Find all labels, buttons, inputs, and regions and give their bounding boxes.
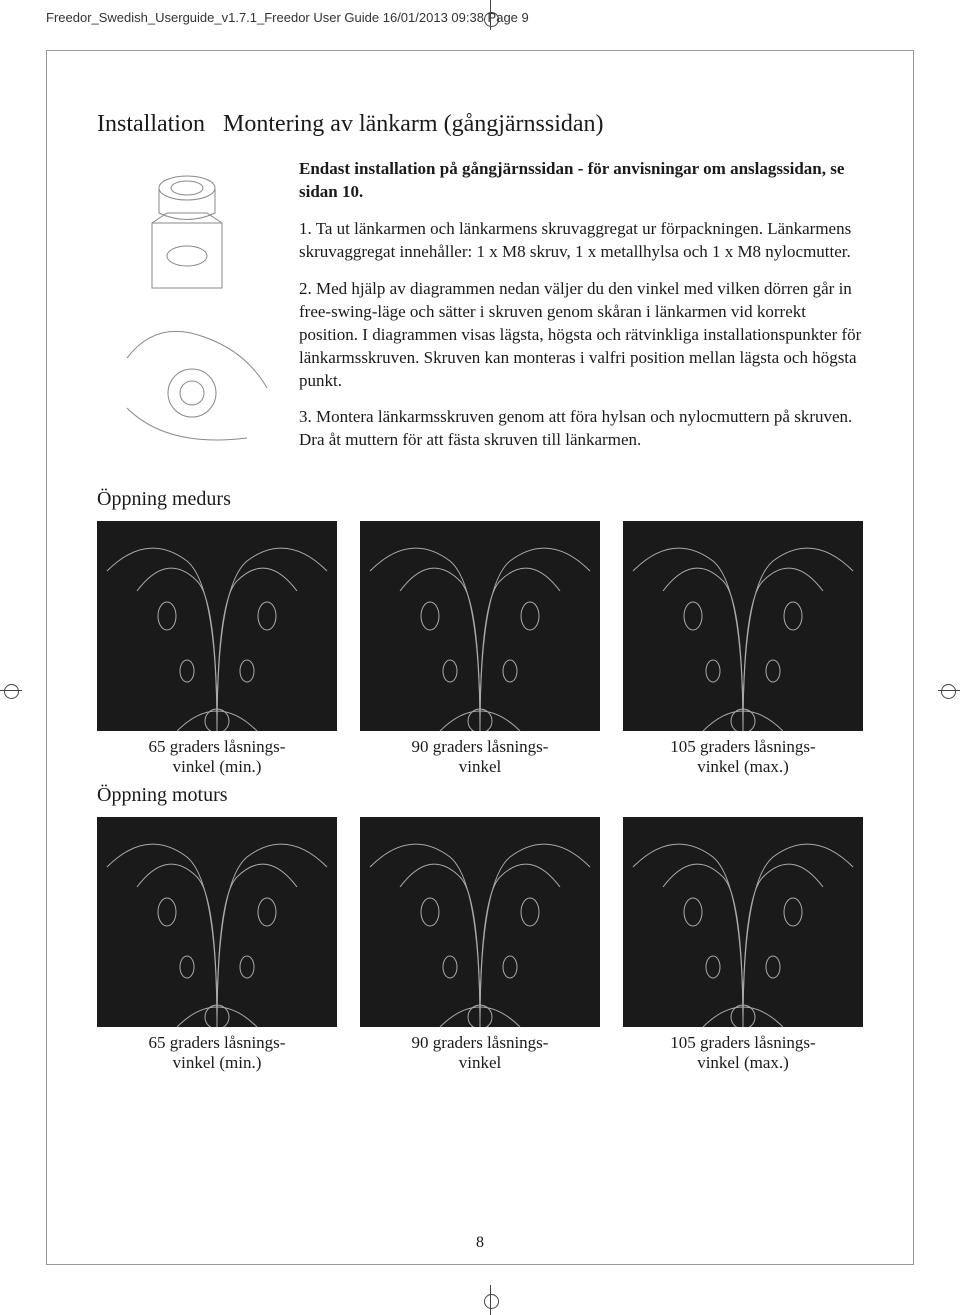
crop-mark-right xyxy=(938,690,960,691)
diagram-cell-65-cw: 65 graders låsnings- vinkel (min.) xyxy=(97,521,337,776)
diagram-cell-90-cw: 90 graders låsnings- vinkel xyxy=(360,521,600,776)
diagram-row-anticlockwise: 65 graders låsnings- vinkel (min.) xyxy=(97,817,863,1072)
diagram-cell-90-acw: 90 graders låsnings- vinkel xyxy=(360,817,600,1072)
caption-line1: 65 graders låsnings- xyxy=(149,737,286,756)
step-2: 2. Med hjälp av diagrammen nedan väljer … xyxy=(299,278,863,393)
caption-line1: 105 graders låsnings- xyxy=(670,1033,815,1052)
diagram-row-clockwise: 65 graders låsnings- vinkel (min.) xyxy=(97,521,863,776)
page-frame: Installation Montering av länkarm (gångj… xyxy=(46,50,914,1265)
angle-diagram-105-cw xyxy=(623,521,863,731)
step-3: 3. Montera länkarmsskruven genom att för… xyxy=(299,406,863,452)
caption-90-acw: 90 graders låsnings- vinkel xyxy=(360,1033,600,1072)
caption-line2: vinkel (max.) xyxy=(697,1053,789,1072)
angle-diagram-105-acw xyxy=(623,817,863,1027)
step-1: 1. Ta ut länkarmen och länkarmens skruva… xyxy=(299,218,863,264)
intro-bold: Endast installation på gångjärnssidan - … xyxy=(299,158,863,204)
caption-line2: vinkel (min.) xyxy=(173,757,262,776)
angle-diagram-90-cw xyxy=(360,521,600,731)
caption-65-cw: 65 graders låsnings- vinkel (min.) xyxy=(97,737,337,776)
angle-diagram-65-cw xyxy=(97,521,337,731)
caption-105-cw: 105 graders låsnings- vinkel (max.) xyxy=(623,737,863,776)
angle-diagram-65-acw xyxy=(97,817,337,1027)
heading-installation: Installation xyxy=(97,111,205,138)
print-slug: Freedor_Swedish_Userguide_v1.7.1_Freedor… xyxy=(46,10,529,25)
section-anticlockwise: Öppning moturs xyxy=(97,784,863,807)
crop-mark-bottom xyxy=(490,1285,491,1315)
caption-line2: vinkel xyxy=(459,757,502,776)
diagram-cell-65-acw: 65 graders låsnings- vinkel (min.) xyxy=(97,817,337,1072)
crop-mark-left xyxy=(0,690,22,691)
diagram-cell-105-acw: 105 graders låsnings- vinkel (max.) xyxy=(623,817,863,1072)
caption-line2: vinkel xyxy=(459,1053,502,1072)
angle-diagram-90-acw xyxy=(360,817,600,1027)
caption-line1: 90 graders låsnings- xyxy=(412,1033,549,1052)
caption-line1: 105 graders låsnings- xyxy=(670,737,815,756)
caption-line1: 90 graders låsnings- xyxy=(412,737,549,756)
caption-65-acw: 65 graders låsnings- vinkel (min.) xyxy=(97,1033,337,1072)
caption-line2: vinkel (min.) xyxy=(173,1053,262,1072)
caption-105-acw: 105 graders låsnings- vinkel (max.) xyxy=(623,1033,863,1072)
caption-90-cw: 90 graders låsnings- vinkel xyxy=(360,737,600,776)
instruction-text-column: Endast installation på gångjärnssidan - … xyxy=(299,158,863,468)
heading-subtitle: Montering av länkarm (gångjärnssidan) xyxy=(223,111,604,138)
caption-line1: 65 graders låsnings- xyxy=(149,1033,286,1052)
page-number: 8 xyxy=(47,1234,913,1252)
intro-row: Endast installation på gångjärnssidan - … xyxy=(97,158,863,468)
screw-assembly-diagram xyxy=(97,158,277,468)
heading-row: Installation Montering av länkarm (gångj… xyxy=(97,111,863,138)
diagram-cell-105-cw: 105 graders låsnings- vinkel (max.) xyxy=(623,521,863,776)
caption-line2: vinkel (max.) xyxy=(697,757,789,776)
section-clockwise: Öppning medurs xyxy=(97,488,863,511)
